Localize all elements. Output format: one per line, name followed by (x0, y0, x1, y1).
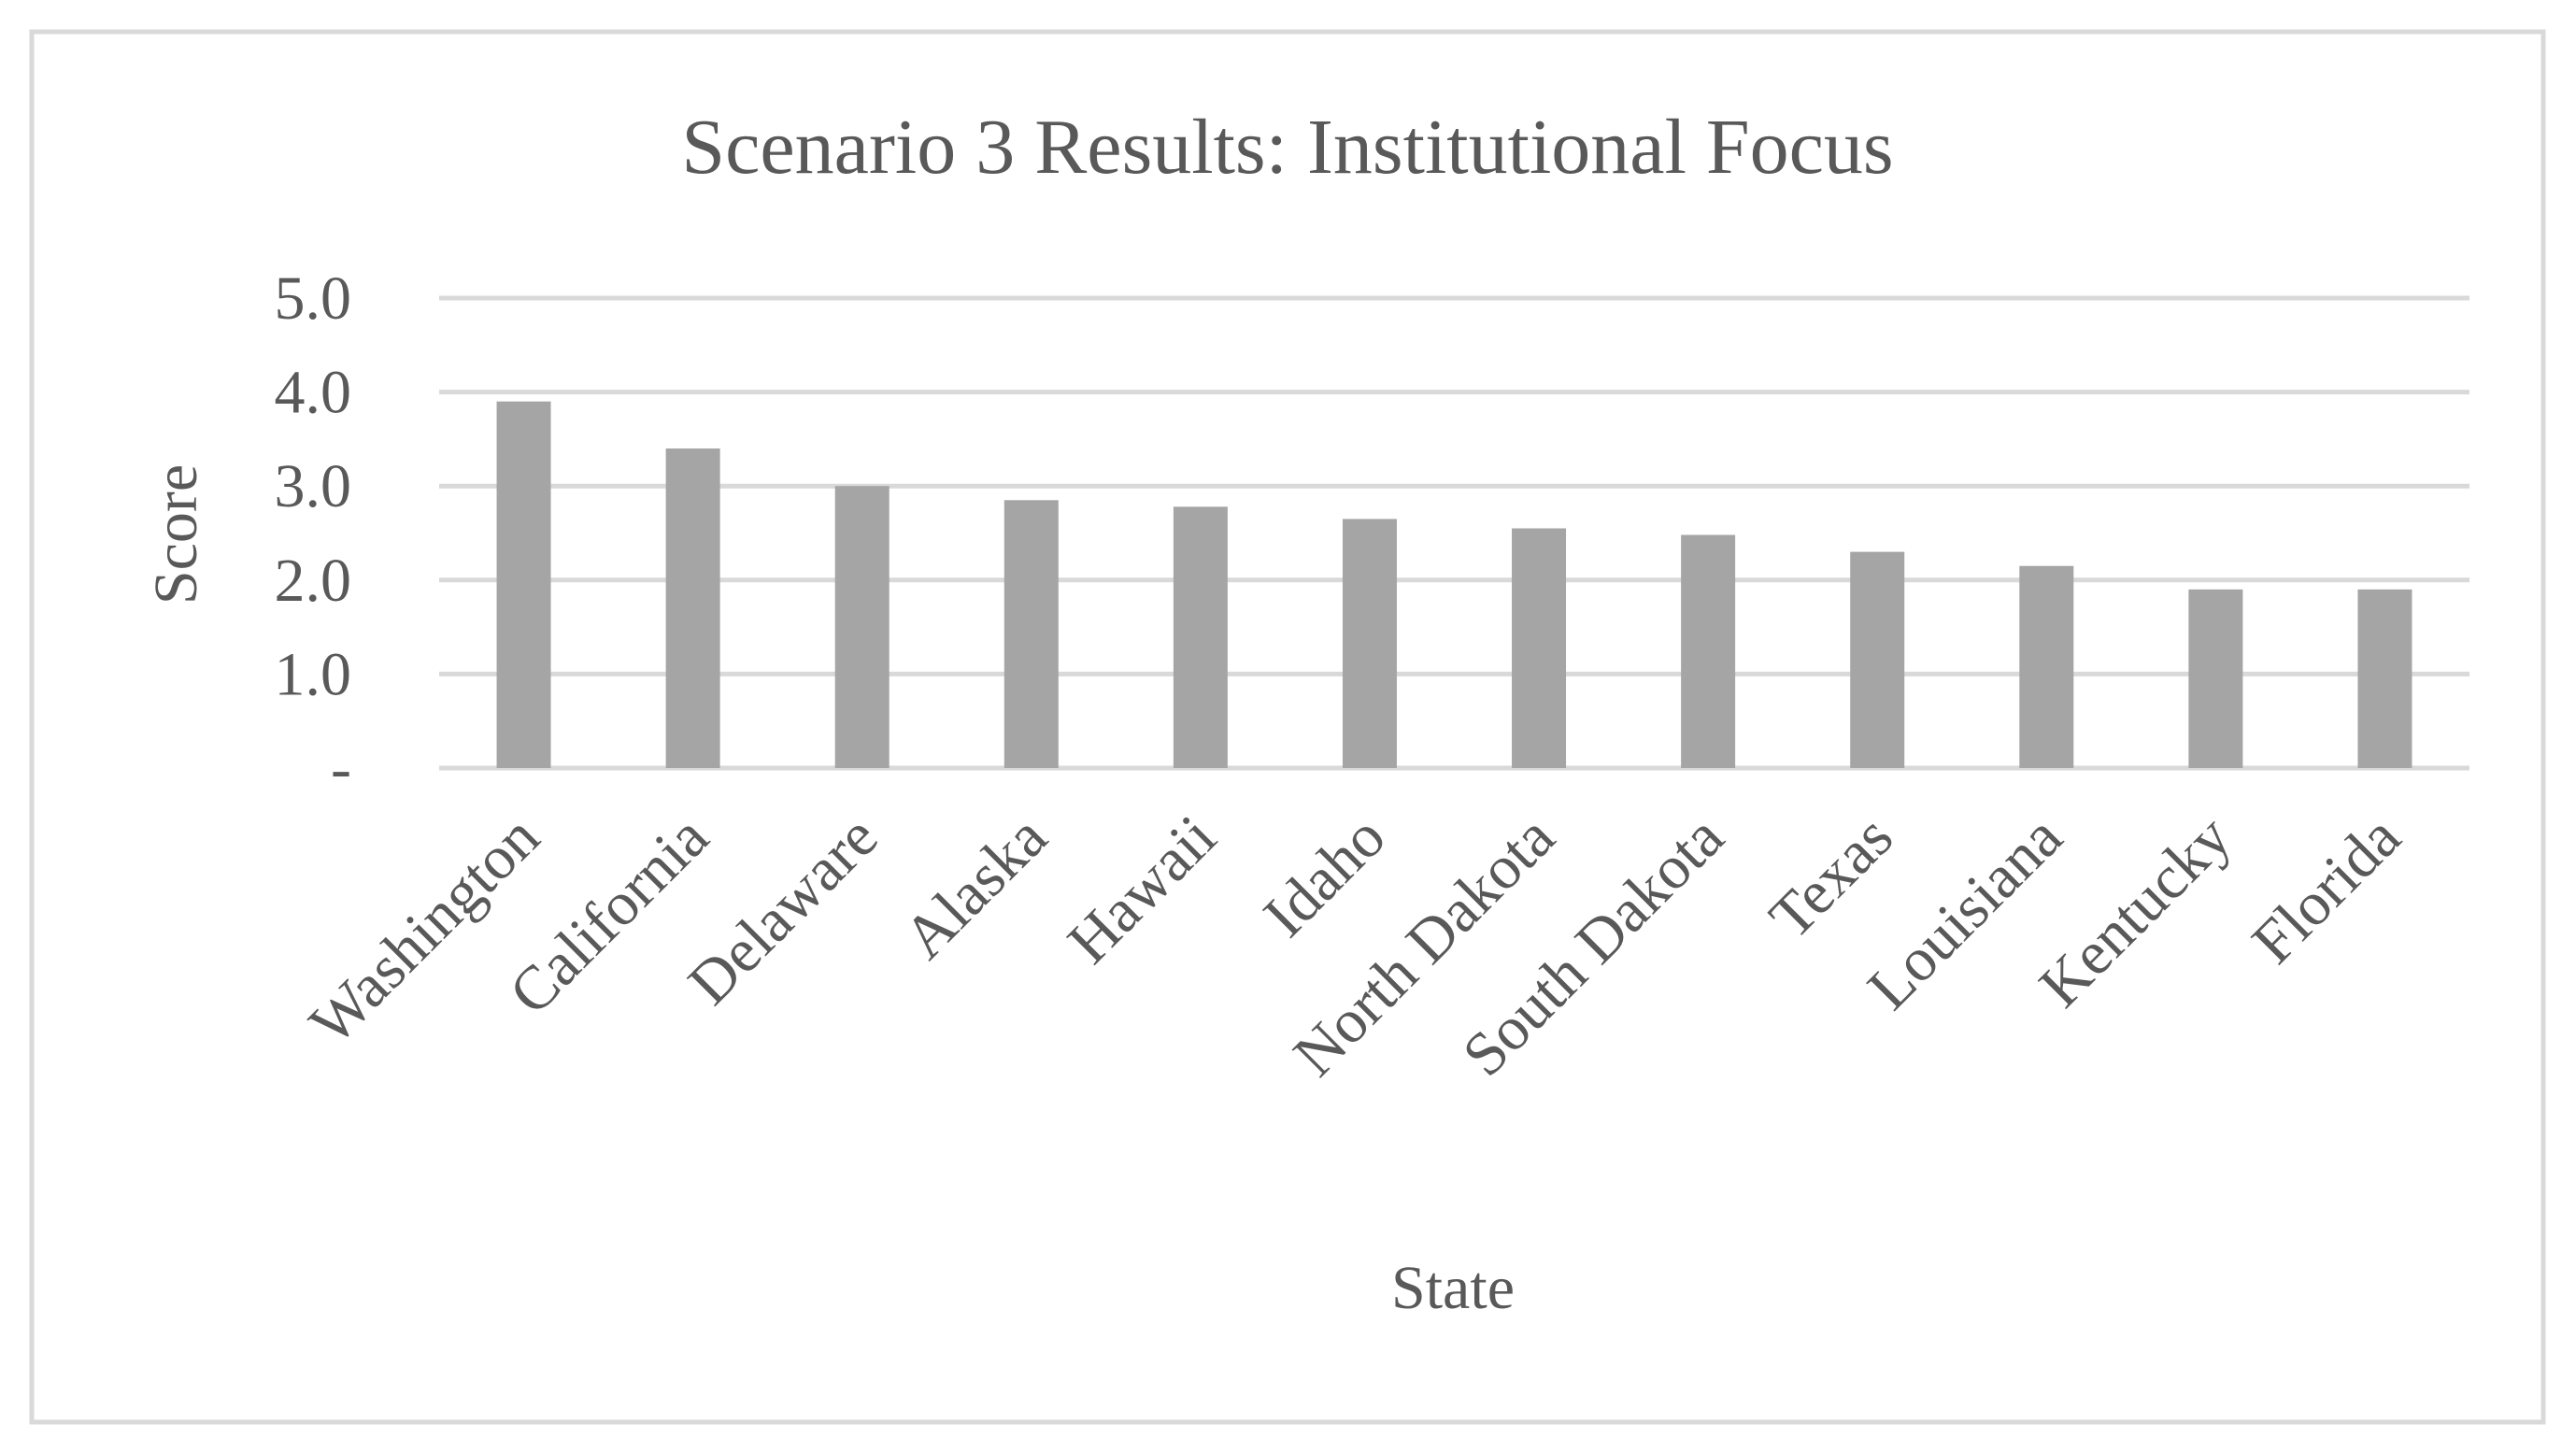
y-axis-ticks: - 1.0 2.0 3.0 4.0 5.0 (275, 264, 352, 803)
bar-texas (1850, 551, 1905, 768)
bar-south-dakota (1681, 534, 1736, 768)
chart-title: Scenario 3 Results: Institutional Focus (681, 104, 1893, 191)
y-tick-label: 3.0 (275, 452, 352, 520)
chart-border (29, 29, 2546, 1425)
bar-alaska (1003, 500, 1059, 768)
bar-idaho (1342, 519, 1397, 768)
bar-delaware (834, 486, 890, 768)
y-tick-label: 2.0 (275, 547, 352, 615)
x-axis-title: State (1391, 1254, 1515, 1322)
bar-kentucky (2188, 589, 2243, 768)
gridlines (439, 295, 2469, 771)
y-tick-label: - (331, 734, 351, 803)
bar-north-dakota (1512, 528, 1567, 768)
y-axis-title: Score (142, 464, 210, 605)
bar-florida (2357, 589, 2412, 768)
y-tick-label: 4.0 (275, 359, 352, 427)
bar-louisiana (2019, 565, 2074, 768)
bars (496, 401, 2412, 768)
bar-washington (496, 401, 551, 768)
y-tick-label: 1.0 (275, 640, 352, 708)
bar-hawaii (1173, 506, 1228, 768)
y-tick-label: 5.0 (275, 264, 352, 333)
bar-california (665, 448, 720, 768)
